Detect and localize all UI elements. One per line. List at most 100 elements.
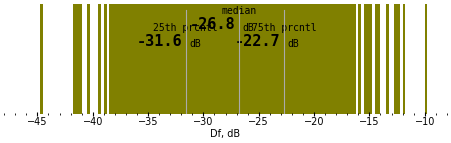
Bar <box>76 4 79 114</box>
Bar <box>165 0 167 114</box>
Bar <box>131 0 134 114</box>
Bar <box>367 0 369 114</box>
Bar <box>179 0 181 114</box>
Bar <box>170 0 173 114</box>
Bar <box>245 0 248 114</box>
Text: -26.8: -26.8 <box>190 17 235 32</box>
Bar <box>87 4 90 114</box>
Bar <box>270 0 272 114</box>
Bar <box>375 4 377 114</box>
Bar <box>303 0 306 114</box>
Text: -31.6: -31.6 <box>137 34 182 49</box>
Bar <box>364 0 367 114</box>
Bar <box>289 0 292 114</box>
Bar <box>300 0 303 114</box>
Bar <box>212 0 214 114</box>
Bar <box>231 0 234 114</box>
Bar <box>239 0 242 114</box>
Bar <box>126 4 129 114</box>
Bar <box>320 0 322 114</box>
Bar <box>104 4 106 114</box>
Bar <box>234 0 237 114</box>
Bar <box>176 0 179 114</box>
Text: median: median <box>221 6 257 16</box>
Bar <box>40 4 43 114</box>
Bar <box>331 0 333 114</box>
Bar <box>328 0 331 114</box>
Bar <box>189 0 192 114</box>
Bar <box>275 0 278 114</box>
Bar <box>284 0 286 114</box>
Bar <box>394 0 397 114</box>
Bar <box>345 0 347 114</box>
Bar <box>209 0 212 114</box>
Bar <box>369 0 372 114</box>
Bar <box>145 0 148 114</box>
Text: dB: dB <box>287 39 299 49</box>
Bar <box>143 0 145 114</box>
Bar <box>120 0 123 114</box>
Bar <box>134 0 137 114</box>
Bar <box>203 0 206 114</box>
Bar <box>226 0 228 114</box>
Bar <box>156 0 159 114</box>
Bar <box>148 0 151 114</box>
Bar <box>223 0 226 114</box>
Bar <box>137 0 140 114</box>
X-axis label: Df, dB: Df, dB <box>211 129 240 139</box>
Bar <box>339 0 342 114</box>
Text: 75th prcntl: 75th prcntl <box>252 23 317 33</box>
Bar <box>192 0 195 114</box>
Bar <box>281 0 284 114</box>
Bar <box>311 4 314 114</box>
Text: 25th prcntl: 25th prcntl <box>153 23 218 33</box>
Bar <box>333 0 336 114</box>
Bar <box>256 0 259 114</box>
Bar <box>403 4 405 114</box>
Bar <box>297 0 300 114</box>
Bar <box>79 4 82 114</box>
Bar <box>342 4 345 114</box>
Bar <box>250 0 253 114</box>
Bar <box>314 0 317 114</box>
Bar <box>325 0 328 114</box>
Bar <box>228 0 231 114</box>
Bar <box>425 4 428 114</box>
Bar <box>278 0 281 114</box>
Bar <box>347 4 350 114</box>
Bar <box>98 4 101 114</box>
Bar <box>308 0 311 114</box>
Bar <box>181 0 184 114</box>
Bar <box>353 0 355 114</box>
Bar <box>386 0 389 114</box>
Bar <box>336 0 339 114</box>
Bar <box>220 0 223 114</box>
Bar <box>195 0 198 114</box>
Bar <box>214 0 217 114</box>
Bar <box>187 0 189 114</box>
Bar <box>306 0 308 114</box>
Text: dB: dB <box>189 39 201 49</box>
Bar <box>217 0 220 114</box>
Text: -22.7: -22.7 <box>235 34 281 49</box>
Bar <box>350 0 353 114</box>
Bar <box>237 0 239 114</box>
Bar <box>140 0 143 114</box>
Bar <box>151 0 154 114</box>
Bar <box>358 4 361 114</box>
Bar <box>129 0 131 114</box>
Bar <box>74 4 76 114</box>
Bar <box>118 0 120 114</box>
Bar <box>272 0 275 114</box>
Bar <box>162 0 165 114</box>
Bar <box>167 0 170 114</box>
Bar <box>377 4 381 114</box>
Bar <box>248 0 250 114</box>
Bar <box>286 0 289 114</box>
Bar <box>317 0 320 114</box>
Bar <box>112 0 115 114</box>
Bar <box>264 0 267 114</box>
Bar <box>295 0 297 114</box>
Bar <box>154 0 156 114</box>
Bar <box>242 0 245 114</box>
